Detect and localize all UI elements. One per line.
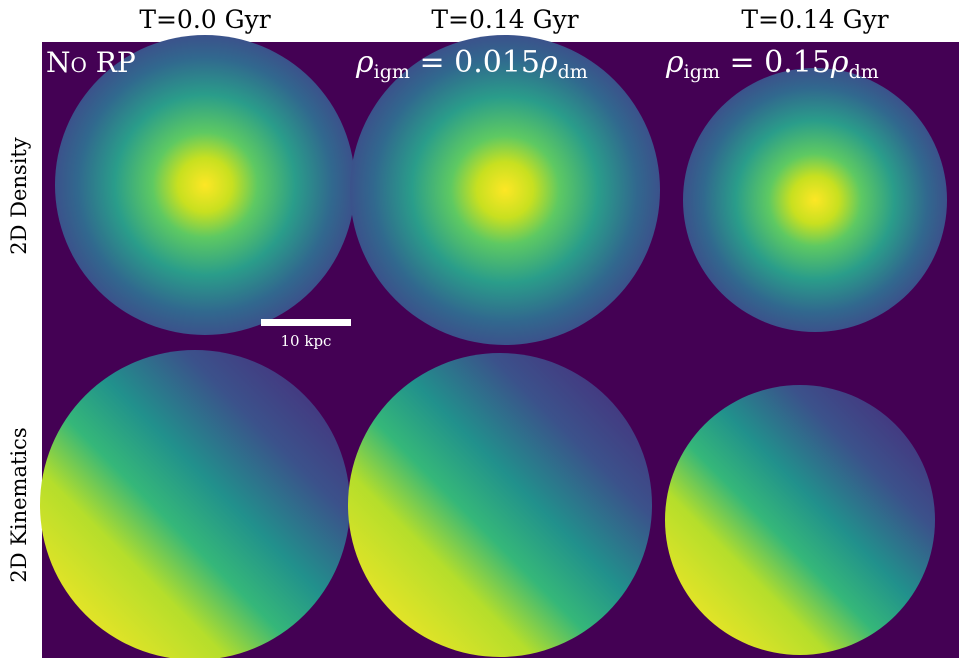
symbol: ρ [539,45,558,80]
density-map [55,35,355,335]
panel-label: No RP [46,46,136,79]
column-title: T=0.14 Gyr [431,5,578,34]
row-label: 2D Kinematics [7,427,31,582]
row-label: 2D Density [7,137,31,255]
density-map [683,68,947,332]
symbol: ρ [665,45,684,80]
subscript: dm [558,61,588,83]
subscript: igm [684,61,720,83]
kinematics-map [348,353,652,657]
density-map [350,35,660,345]
panel-label: ρigm = 0.15ρdm [665,45,879,83]
symbol: ρ [355,45,374,80]
panel-label: ρigm = 0.015ρdm [355,45,588,83]
column-title: T=0.0 Gyr [139,5,270,34]
equation: = 0.015 [410,45,540,80]
kinematics-map [665,385,935,655]
scale-bar-label: 10 kpc [281,332,332,350]
equation: = 0.15 [720,45,831,80]
scale-bar [261,319,351,326]
kinematics-map [40,350,350,658]
subscript: igm [374,61,410,83]
column-title: T=0.14 Gyr [741,5,888,34]
subscript: dm [849,61,879,83]
symbol: ρ [830,45,849,80]
